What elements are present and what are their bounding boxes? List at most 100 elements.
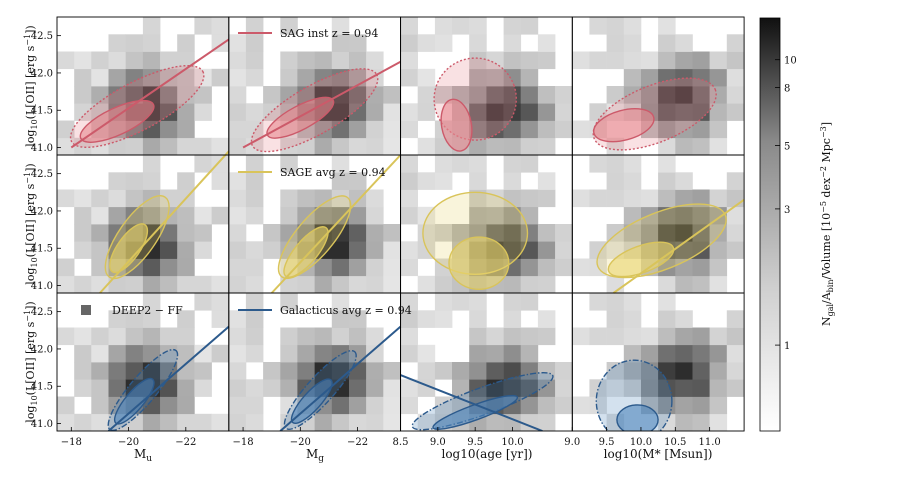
panel-frames [56, 16, 745, 432]
hist-cell [692, 137, 710, 156]
fit-line [612, 198, 744, 294]
x-tick-label: 10.5 [664, 437, 686, 448]
hist-cell [177, 396, 195, 415]
hist-cell [520, 155, 539, 173]
hist-cell [726, 68, 744, 87]
hist-cell [606, 86, 625, 104]
hist-cell [91, 344, 109, 363]
hist-cell [383, 396, 401, 415]
hist-cell [263, 86, 281, 104]
hist-cell [623, 34, 642, 52]
hist-cell [228, 34, 247, 52]
hist-cell [520, 275, 539, 294]
y-tick-label: 42.5 [31, 307, 53, 318]
hist-cell [589, 51, 607, 70]
hist-cell [349, 86, 367, 104]
hist-cell [349, 51, 367, 70]
y-tick-label: 42.0 [31, 344, 53, 355]
hist-cell [108, 379, 126, 397]
hist-cell [125, 68, 144, 87]
colorbar-tick-label: 5 [784, 142, 790, 153]
hist-cell [160, 120, 178, 139]
hist-cell [383, 224, 401, 242]
hist-cell [486, 362, 504, 380]
hist-cell [572, 120, 590, 139]
hist-cell [400, 155, 418, 173]
hist-cell [606, 172, 625, 190]
hist-cell [366, 241, 384, 259]
hist-cell [297, 362, 315, 380]
hist-cell [331, 17, 350, 35]
xlabel-age: log10(age [yr]) [441, 447, 532, 461]
hist-cell [211, 137, 230, 156]
hist-cell [125, 86, 144, 104]
x-tick-label: 9.5 [467, 437, 483, 448]
hist-cell [606, 379, 625, 397]
hist-cell [486, 413, 504, 431]
hist-cell [486, 103, 504, 121]
hist-cell [177, 34, 195, 52]
axes: 41.0 41.5 42.0 42.5 41.0 41.5 42.0 42.5 41.0 41.5… [31, 31, 721, 448]
y-tick-label: 42.0 [31, 68, 53, 79]
hist-cell [228, 275, 247, 294]
hist-cell [245, 241, 264, 259]
hist-cell [503, 155, 522, 173]
contour-region [440, 98, 473, 152]
hist-cell [91, 362, 109, 380]
hist-cell [108, 51, 126, 70]
hist-cell [726, 224, 744, 242]
hist-cell [228, 172, 247, 190]
hist-cell [726, 172, 744, 190]
hist-cell [297, 344, 315, 363]
hist-cell [57, 413, 75, 431]
colorbar: 1 3 5 8 10 [759, 17, 797, 432]
x-tick-label: 11.0 [699, 437, 721, 448]
hist-cell [366, 258, 384, 277]
hist-cell [245, 17, 264, 35]
hist-cell [452, 293, 470, 311]
hist-cell [194, 137, 212, 156]
svg-text:SAG inst z = 0.94: SAG inst z = 0.94 [280, 27, 378, 40]
hist-cell [366, 51, 384, 70]
hist-cell [280, 379, 298, 397]
hist-cell [400, 241, 418, 259]
hist-cell [142, 155, 161, 173]
hist-cell [177, 137, 195, 156]
contour-region [616, 404, 659, 431]
hist-cell [280, 189, 298, 208]
hist-cell [452, 379, 470, 397]
hist-cell [314, 120, 333, 139]
hist-cell [314, 206, 333, 225]
hist-cell [503, 17, 522, 35]
hist-cell [555, 396, 573, 415]
hist-cell [160, 344, 178, 363]
hist-cell [366, 224, 384, 242]
hist-cell [280, 137, 298, 156]
hist-cell [349, 258, 367, 277]
hist-cell [692, 189, 710, 208]
hist-cell [675, 86, 693, 104]
hist-cell [503, 172, 522, 190]
hist-cell [349, 396, 367, 415]
hist-cell [537, 362, 556, 380]
x-tick-label: 10.0 [630, 437, 652, 448]
hist-cell [194, 68, 212, 87]
hist-cell [692, 327, 710, 346]
hist-cell [469, 310, 487, 328]
hist-cell [125, 310, 144, 328]
contour-region [448, 236, 510, 291]
hist-cell [606, 293, 625, 311]
hist-cell [125, 327, 144, 346]
x-tick-label: −18 [233, 437, 254, 448]
hist-cell [555, 379, 573, 397]
hist-cell [709, 327, 728, 346]
hist-cell [160, 103, 178, 121]
hist-cell [245, 172, 264, 190]
hist-cell [91, 327, 109, 346]
hist-cell [658, 86, 676, 104]
legend-galacticus: Galacticus avg z = 0.94 [238, 304, 412, 317]
hist-cell [589, 293, 607, 311]
hist-cell [245, 275, 264, 294]
svg-text:Galacticus avg z = 0.94: Galacticus avg z = 0.94 [280, 304, 412, 317]
hist-cell [503, 362, 522, 380]
